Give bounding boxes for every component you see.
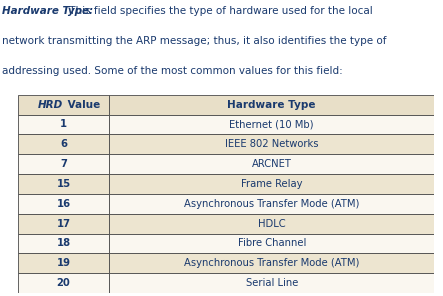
Bar: [109, 214, 434, 234]
Text: This field specifies the type of hardware used for the local: This field specifies the type of hardwar…: [66, 6, 373, 16]
Text: 20: 20: [57, 278, 70, 288]
Text: 15: 15: [56, 179, 70, 189]
Bar: [18, 273, 109, 293]
Bar: [18, 253, 109, 273]
Bar: [18, 234, 109, 253]
Bar: [109, 154, 434, 174]
Text: 7: 7: [60, 159, 67, 169]
Text: Value: Value: [64, 100, 100, 110]
Bar: [18, 214, 109, 234]
Text: 16: 16: [56, 199, 70, 209]
Text: 17: 17: [57, 219, 70, 229]
Bar: [109, 95, 434, 115]
Bar: [109, 194, 434, 214]
Bar: [18, 174, 109, 194]
Text: network transmitting the ARP message; thus, it also identifies the type of: network transmitting the ARP message; th…: [2, 36, 387, 46]
Text: Asynchronous Transfer Mode (ATM): Asynchronous Transfer Mode (ATM): [184, 199, 359, 209]
Bar: [18, 154, 109, 174]
Bar: [18, 134, 109, 154]
Bar: [109, 134, 434, 154]
Text: Hardware Type: Hardware Type: [228, 100, 316, 110]
Bar: [109, 234, 434, 253]
Text: 1: 1: [60, 120, 67, 129]
Text: IEEE 802 Networks: IEEE 802 Networks: [225, 139, 319, 149]
Text: Ethernet (10 Mb): Ethernet (10 Mb): [229, 120, 314, 129]
Text: 19: 19: [57, 258, 70, 268]
Text: Fibre Channel: Fibre Channel: [237, 239, 306, 248]
Bar: [109, 174, 434, 194]
Bar: [109, 273, 434, 293]
Bar: [109, 253, 434, 273]
Bar: [109, 115, 434, 134]
Text: 6: 6: [60, 139, 67, 149]
Text: HRD: HRD: [38, 100, 63, 110]
Text: Serial Line: Serial Line: [245, 278, 298, 288]
Text: Asynchronous Transfer Mode (ATM): Asynchronous Transfer Mode (ATM): [184, 258, 359, 268]
Bar: [18, 95, 109, 115]
Bar: [18, 115, 109, 134]
Text: addressing used. Some of the most common values for this field:: addressing used. Some of the most common…: [2, 66, 343, 76]
Text: ARCNET: ARCNET: [252, 159, 291, 169]
Text: 18: 18: [56, 239, 70, 248]
Text: Hardware Type:: Hardware Type:: [2, 6, 93, 16]
Text: Frame Relay: Frame Relay: [241, 179, 303, 189]
Text: HDLC: HDLC: [258, 219, 286, 229]
Bar: [18, 194, 109, 214]
